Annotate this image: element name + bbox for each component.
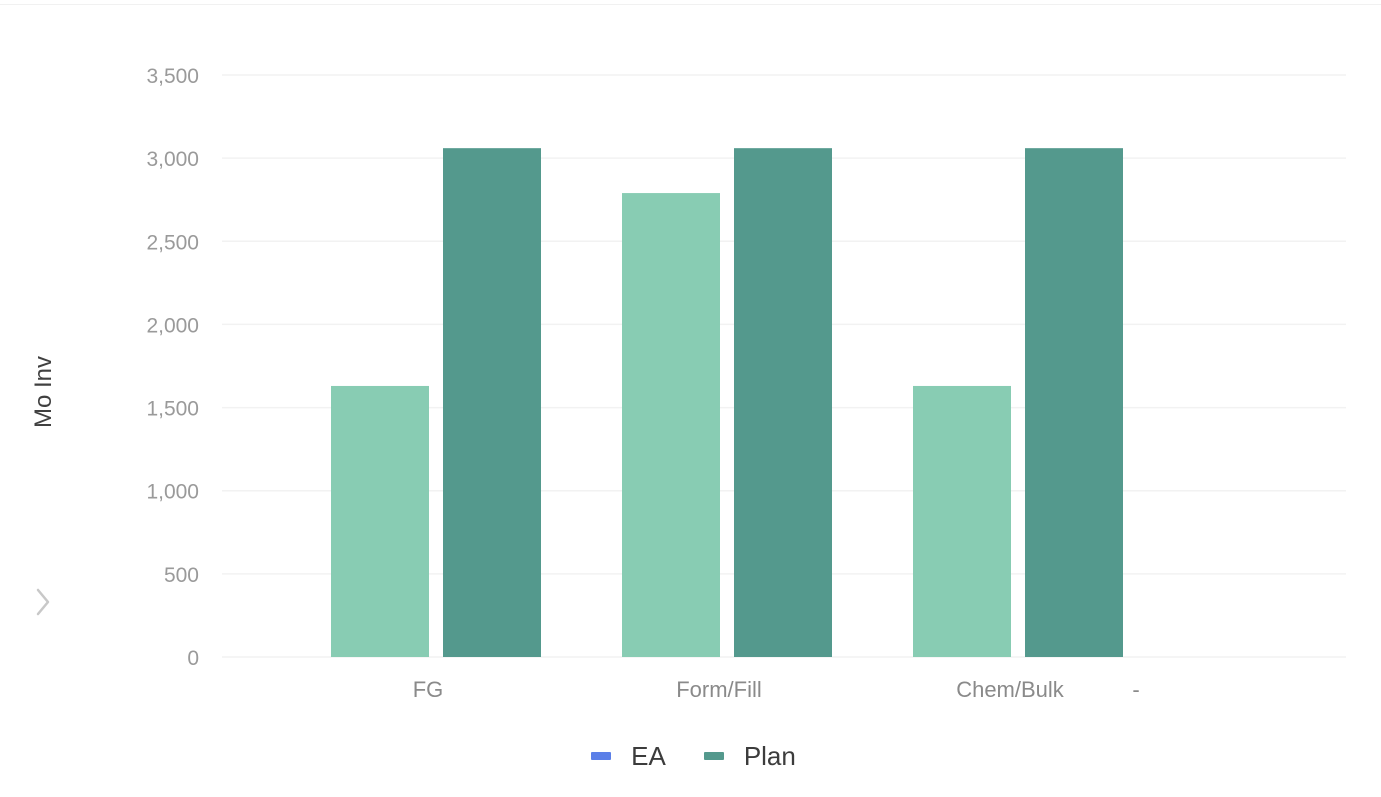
chevron-right-icon[interactable] bbox=[28, 582, 58, 622]
legend-swatch-ea bbox=[591, 752, 612, 760]
x-tick-label: FG bbox=[413, 677, 444, 702]
legend-item-ea[interactable]: EA bbox=[591, 741, 666, 772]
bar-series-1-1[interactable] bbox=[622, 193, 720, 657]
x-axis-ticks: FG Form/Fill Chem/Bulk - bbox=[413, 677, 1140, 702]
bar-plan-2[interactable] bbox=[1025, 148, 1123, 657]
top-divider bbox=[0, 4, 1381, 5]
y-tick-label: 2,000 bbox=[146, 314, 199, 337]
y-tick-label: 1,500 bbox=[146, 398, 199, 421]
bar-series-1-0[interactable] bbox=[331, 385, 429, 657]
bar-chart: 0 500 1,000 1,500 2,000 2,500 3,000 3,500 FG For… bbox=[146, 65, 1346, 702]
legend: EA Plan bbox=[0, 736, 1381, 776]
y-tick-label: 500 bbox=[164, 564, 199, 587]
y-axis-ticks: 0 500 1,000 1,500 2,000 2,500 3,000 3,500 bbox=[146, 65, 199, 670]
x-tick-label-trailing: - bbox=[1132, 677, 1139, 702]
x-tick-label: Form/Fill bbox=[676, 677, 762, 702]
y-tick-label: 3,500 bbox=[146, 65, 199, 88]
x-tick-label: Chem/Bulk bbox=[956, 677, 1065, 702]
bar-plan-0[interactable] bbox=[443, 148, 541, 657]
legend-swatch-plan bbox=[703, 752, 724, 760]
y-tick-label: 2,500 bbox=[146, 231, 199, 254]
y-tick-label: 0 bbox=[187, 647, 199, 670]
bars bbox=[331, 148, 1123, 657]
legend-item-plan[interactable]: Plan bbox=[703, 740, 796, 772]
bar-plan-1[interactable] bbox=[734, 148, 832, 657]
bar-series-1-2[interactable] bbox=[913, 385, 1011, 657]
y-tick-label: 3,000 bbox=[146, 148, 199, 171]
legend-label-plan: Plan bbox=[743, 740, 796, 771]
legend-label-ea: EA bbox=[631, 740, 666, 771]
y-tick-label: 1,000 bbox=[146, 481, 199, 504]
